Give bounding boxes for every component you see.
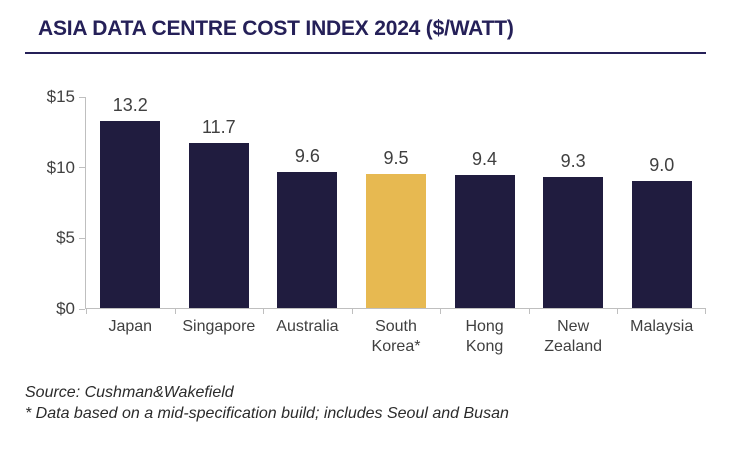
x-axis-label-australia: Australia xyxy=(276,318,339,335)
y-axis-tick xyxy=(79,96,85,98)
x-axis-tick xyxy=(705,308,706,314)
bar-japan xyxy=(100,121,161,308)
y-axis-label: $0 xyxy=(56,299,75,318)
title-underline xyxy=(25,52,706,54)
bar-value-label: 9.4 xyxy=(472,149,498,170)
bar-value-label: 9.0 xyxy=(649,154,675,175)
bar-slot: 9.4 Hong Kong xyxy=(440,97,529,355)
bar-singapore xyxy=(188,142,249,308)
bar-value-label: 9.3 xyxy=(560,150,586,171)
x-axis-tick xyxy=(528,308,530,314)
bar-malaysia xyxy=(631,180,692,308)
bar-slot: 9.3 New Zealand xyxy=(529,97,618,355)
chart-footnotes: Source: Cushman&Wakefield * Data based o… xyxy=(25,382,509,424)
bar-value-label: 11.7 xyxy=(201,116,236,137)
x-axis-label-malaysia: Malaysia xyxy=(630,318,694,335)
bar-slot: 11.7 Singapore xyxy=(175,97,264,335)
source-note: Source: Cushman&Wakefield xyxy=(25,384,234,401)
x-axis-label-singapore: Singapore xyxy=(182,318,256,335)
bar-south-korea xyxy=(365,173,426,308)
footnote-asterisk: * Data based on a mid-specification buil… xyxy=(25,405,509,422)
y-axis-label: $5 xyxy=(56,228,75,248)
x-axis-label-south-korea: South Korea* xyxy=(371,318,421,355)
bar-new-zealand xyxy=(543,176,604,308)
bar-slot: 9.6 Australia xyxy=(263,97,352,335)
bar-value-label: 13.2 xyxy=(112,95,148,116)
x-axis-tick xyxy=(617,308,619,314)
x-axis-label-new-zealand: New Zealand xyxy=(544,318,603,355)
bar-slot: 9.5 South Korea* xyxy=(352,97,441,355)
x-axis-tick xyxy=(440,308,442,314)
bar-value-label: 9.6 xyxy=(294,146,320,167)
bar-slot: 9.0 Malaysia xyxy=(617,97,706,335)
y-axis-label: $10 xyxy=(46,157,75,177)
y-axis-tick xyxy=(79,167,85,169)
plot-area: $15 $10 $5 $0 13.2 Japan 11.7 Singapore 9.6 Austr… xyxy=(47,87,706,355)
y-axis-label: $15 xyxy=(46,87,75,106)
chart-title: ASIA DATA CENTRE COST INDEX 2024 ($/WATT… xyxy=(38,17,514,40)
bar-slot: 13.2 Japan xyxy=(86,95,175,335)
y-axis-tick xyxy=(79,308,85,310)
bar-hong-kong xyxy=(454,175,515,308)
x-axis-tick xyxy=(351,308,353,314)
bar-value-label: 9.5 xyxy=(383,147,409,168)
x-axis-tick xyxy=(86,308,87,314)
x-axis-tick xyxy=(263,308,265,314)
y-axis-tick xyxy=(79,237,85,239)
x-axis-tick xyxy=(174,308,176,314)
bar-australia xyxy=(277,172,338,308)
x-axis-label-hong-kong: Hong Kong xyxy=(465,318,504,355)
x-axis-label-japan: Japan xyxy=(108,318,153,335)
